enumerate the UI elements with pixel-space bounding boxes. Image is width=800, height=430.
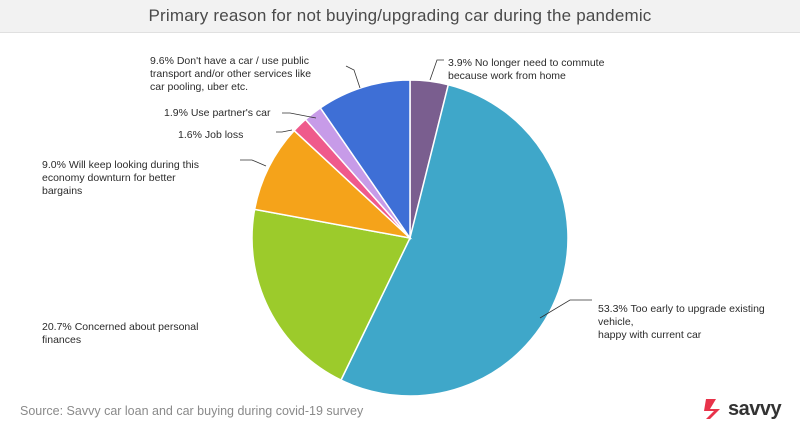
leader-line-0 [429, 59, 444, 81]
chart-title: Primary reason for not buying/upgrading … [148, 6, 652, 25]
title-divider [0, 32, 800, 33]
slice-label-3: 9.0% Will keep looking during this econom… [42, 159, 199, 197]
leader-line-3 [240, 159, 267, 167]
slice-label-4: 1.6% Job loss [178, 129, 243, 141]
brand-logo: savvy [702, 396, 782, 422]
leader-line-5 [282, 112, 317, 119]
slice-label-1: 53.3% Too early to upgrade existing vehic… [598, 303, 765, 341]
pie-slice-2 [251, 208, 412, 382]
leader-line-6 [345, 65, 361, 89]
brand-name: savvy [728, 397, 782, 420]
slice-label-0: 3.9% No longer need to commute because wo… [448, 57, 605, 82]
slice-label-5: 1.9% Use partner's car [164, 107, 271, 119]
source-note: Source: Savvy car loan and car buying du… [20, 404, 364, 418]
pie-slice-3 [253, 129, 413, 240]
leader-line-1 [539, 299, 592, 319]
slice-label-6: 9.6% Don't have a car / use public transp… [150, 55, 311, 93]
savvy-logo-icon [704, 399, 720, 419]
pie-slice-1 [339, 83, 569, 397]
leader-line-4 [276, 129, 293, 133]
slice-label-2: 20.7% Concerned about personal finances [42, 321, 198, 346]
pie-slice-6 [319, 79, 411, 241]
